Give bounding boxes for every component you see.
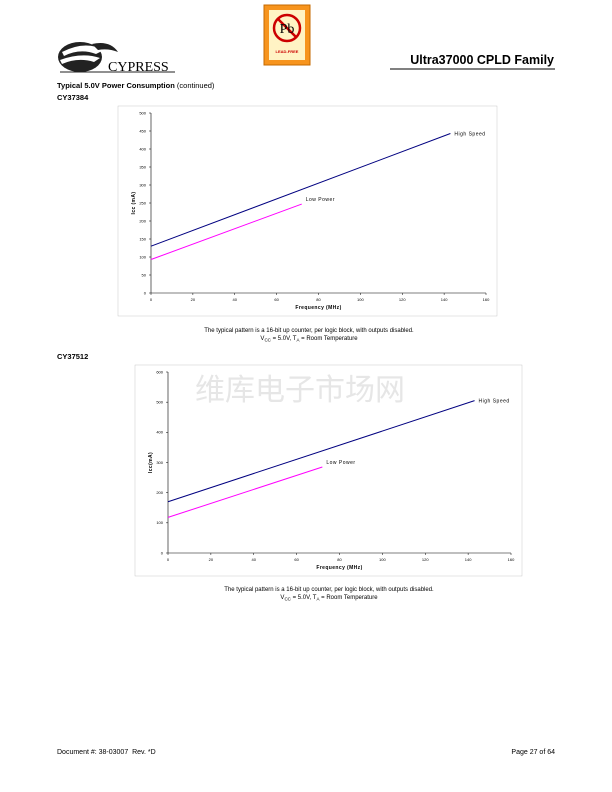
badge-symbol: Pb: [280, 22, 295, 37]
y-tick-label: 500: [156, 400, 163, 405]
x-tick-label: 160: [483, 297, 490, 302]
cypress-logo: CYPRESS: [58, 42, 175, 75]
x-tick-label: 20: [191, 297, 196, 302]
series-label: Low Power: [306, 197, 335, 203]
x-tick-label: 80: [337, 557, 342, 562]
badge-text: LEAD-FREE: [276, 49, 299, 54]
x-tick-label: 60: [274, 297, 279, 302]
y-tick-label: 500: [139, 110, 146, 115]
y-tick-label: 0: [144, 290, 147, 295]
y-axis-label: Icc (mA): [131, 192, 137, 215]
y-tick-label: 100: [156, 520, 163, 525]
x-tick-label: 100: [357, 297, 364, 302]
y-tick-label: 100: [139, 254, 146, 259]
x-tick-label: 60: [294, 557, 299, 562]
x-tick-label: 120: [399, 297, 406, 302]
x-tick-label: 40: [252, 557, 257, 562]
chart-caption: The typical pattern is a 16-bit up count…: [204, 328, 414, 334]
x-tick-label: 20: [209, 557, 214, 562]
series-line: [167, 466, 323, 518]
y-tick-label: 200: [139, 218, 146, 223]
footer-page: Page 27 of 64: [511, 749, 555, 756]
condition-subscript: A: [296, 338, 299, 343]
chart-title: CY37384: [57, 93, 89, 102]
y-tick-label: 450: [139, 128, 146, 133]
series-line: [150, 203, 302, 260]
condition-subscript: CC: [264, 338, 271, 343]
section-title-note: (continued): [177, 81, 215, 90]
watermark: 维库电子市场网: [195, 374, 405, 407]
x-axis-label: Frequency (MHz): [295, 305, 341, 311]
lead-free-badge: Pb LEAD-FREE: [263, 4, 311, 66]
series-line: [150, 133, 451, 247]
chart-condition: VCC = 5.0V, TA = Room Temperature: [280, 595, 378, 602]
chart-condition: VCC = 5.0V, TA = Room Temperature: [260, 336, 358, 343]
chart-caption: The typical pattern is a 16-bit up count…: [224, 587, 434, 593]
x-tick-label: 140: [465, 557, 472, 562]
y-tick-label: 250: [139, 200, 146, 205]
condition-text: = 5.0V, T: [271, 336, 297, 342]
condition-text: = Room Temperature: [319, 595, 378, 601]
y-tick-label: 400: [156, 430, 163, 435]
y-axis-label: Icc(mA): [148, 452, 154, 473]
condition-text: = 5.0V, T: [291, 595, 317, 601]
condition-subscript: CC: [284, 597, 291, 602]
condition-text: V: [260, 336, 264, 342]
x-tick-label: 40: [233, 297, 238, 302]
x-tick-label: 140: [441, 297, 448, 302]
logo-text: CYPRESS: [108, 60, 169, 75]
y-tick-label: 600: [156, 369, 163, 374]
series-line: [167, 400, 475, 503]
y-tick-label: 300: [139, 182, 146, 187]
chart-frame: [117, 105, 498, 317]
x-tick-label: 160: [508, 557, 515, 562]
y-tick-label: 200: [156, 490, 163, 495]
document-title: Ultra37000 CPLD Family: [410, 53, 554, 67]
chart-title: CY37512: [57, 352, 88, 361]
x-tick-label: 100: [379, 557, 386, 562]
footer-document: Document #: 38-03007 Rev. *D: [57, 749, 156, 756]
x-tick-label: 80: [316, 297, 321, 302]
y-tick-label: 300: [156, 460, 163, 465]
y-tick-label: 150: [139, 236, 146, 241]
y-tick-label: 0: [161, 550, 164, 555]
x-tick-label: 0: [167, 557, 170, 562]
section-title: Typical 5.0V Power Consumption (continue…: [57, 81, 215, 90]
section-title-main: Typical 5.0V Power Consumption: [57, 81, 175, 90]
y-tick-label: 350: [139, 164, 146, 169]
series-label: High Speed: [454, 132, 485, 138]
y-tick-label: 400: [139, 146, 146, 151]
condition-text: = Room Temperature: [299, 336, 358, 342]
y-tick-label: 50: [142, 272, 147, 277]
series-label: Low Power: [326, 460, 355, 466]
chart-frame: [134, 364, 523, 577]
x-axis-label: Frequency (MHz): [316, 565, 362, 571]
condition-text: V: [280, 595, 284, 601]
x-tick-label: 0: [150, 297, 153, 302]
condition-subscript: A: [316, 597, 319, 602]
x-tick-label: 120: [422, 557, 429, 562]
series-label: High Speed: [479, 399, 510, 405]
